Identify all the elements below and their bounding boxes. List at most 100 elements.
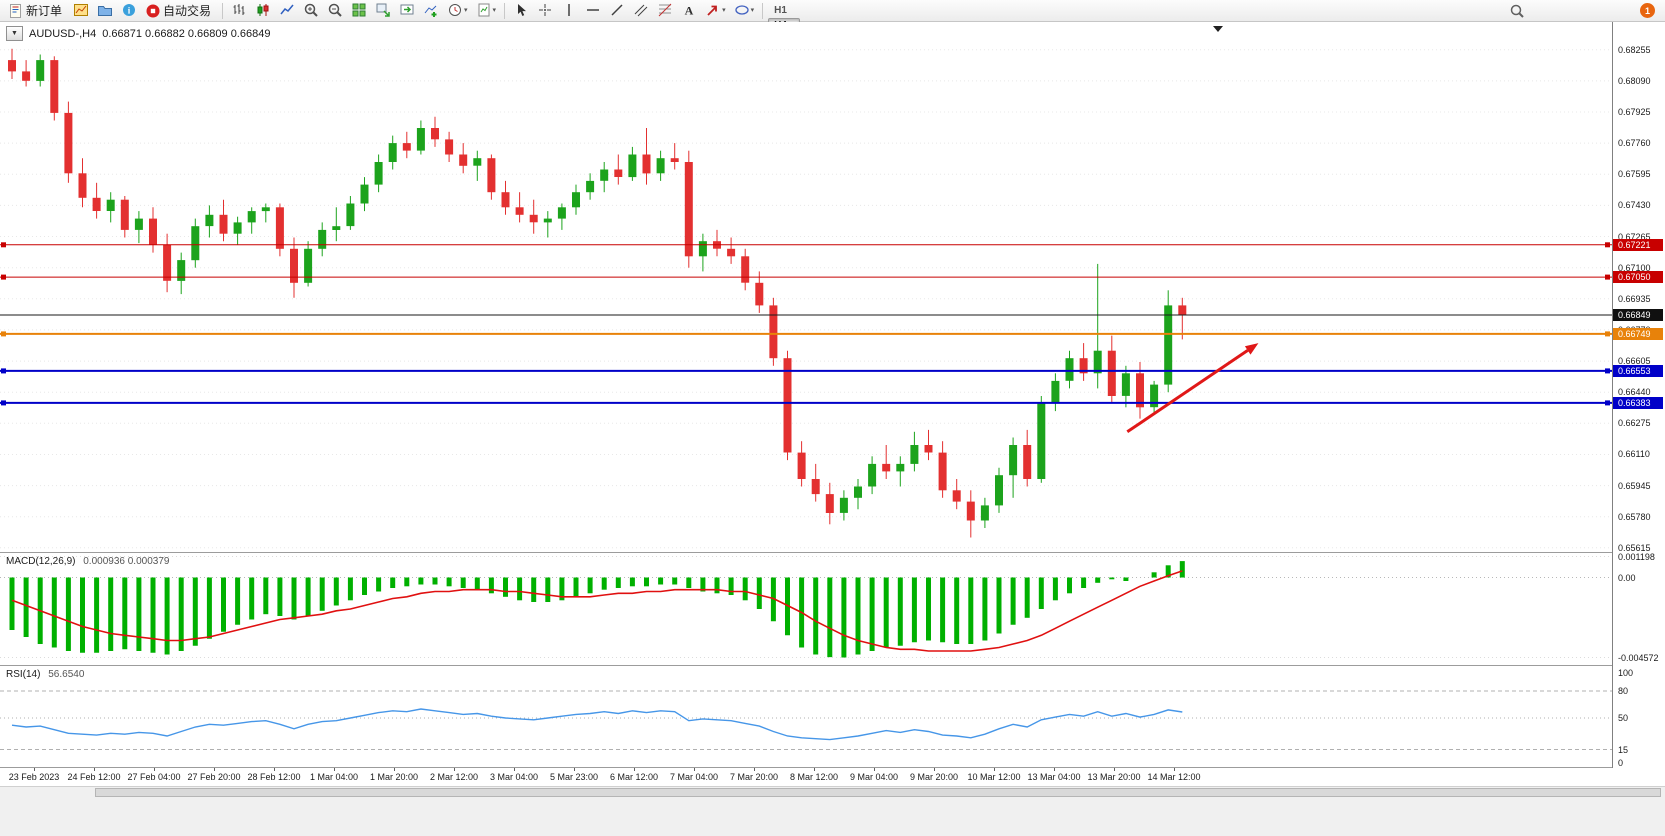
macd-axis-label: -0.004572 bbox=[1618, 653, 1659, 663]
timeframe-button-m30[interactable]: M30 bbox=[768, 0, 799, 3]
shift-end-button[interactable] bbox=[396, 0, 418, 21]
price-axis-label: 0.67430 bbox=[1618, 200, 1651, 210]
chart-window-button[interactable] bbox=[70, 0, 92, 21]
auto-trading-icon bbox=[145, 3, 161, 19]
macd-name: MACD(12,26,9) bbox=[6, 556, 76, 567]
time-axis-tick bbox=[814, 768, 815, 771]
zoom-out-icon bbox=[327, 2, 343, 18]
text-button[interactable]: A bbox=[678, 0, 700, 21]
templates-button[interactable]: ▾ bbox=[473, 0, 500, 21]
tile-windows-button[interactable] bbox=[348, 0, 370, 21]
vertical-line-button[interactable] bbox=[558, 0, 580, 21]
macd-signal-line bbox=[11, 570, 1183, 652]
info-button[interactable]: i bbox=[118, 0, 140, 21]
periods-icon bbox=[447, 2, 463, 18]
support-line-066749[interactable] bbox=[0, 331, 1612, 337]
fibonacci-button[interactable] bbox=[654, 0, 676, 21]
cursor-button[interactable] bbox=[510, 0, 532, 21]
timeframe-button-h1[interactable]: H1 bbox=[774, 5, 787, 16]
toolbar-separator bbox=[504, 2, 506, 19]
info-icon: i bbox=[121, 2, 137, 18]
macd-panel[interactable] bbox=[0, 553, 1612, 665]
zoom-out-button[interactable] bbox=[324, 0, 346, 21]
resistance-line-067221[interactable] bbox=[0, 242, 1612, 248]
time-axis-tick bbox=[334, 768, 335, 771]
notification-count: 1 bbox=[1644, 5, 1650, 16]
bottom-filler bbox=[0, 798, 1665, 836]
dropdown-caret-icon: ▾ bbox=[750, 6, 755, 14]
price-line-label-0.66383: 0.66383 bbox=[1613, 397, 1663, 409]
panel-separator[interactable] bbox=[0, 552, 1665, 553]
channel-button[interactable] bbox=[630, 0, 652, 21]
resistance-line-067050[interactable] bbox=[0, 274, 1612, 280]
auto-trading-button[interactable]: 自动交易 bbox=[142, 0, 217, 22]
panel-separator[interactable] bbox=[0, 665, 1665, 666]
price-axis-label: 0.65945 bbox=[1618, 481, 1651, 491]
support-line-066383[interactable] bbox=[0, 400, 1612, 406]
indicators-icon bbox=[423, 2, 439, 18]
chart-symbol-period: AUDUSD-,H4 bbox=[29, 27, 97, 40]
crosshair-icon bbox=[537, 2, 553, 18]
new-order-label: 新订单 bbox=[26, 4, 63, 18]
price-axis-label: 0.66935 bbox=[1618, 294, 1651, 304]
arrange-windows-button[interactable] bbox=[372, 0, 394, 21]
main-chart-canvas[interactable] bbox=[0, 22, 1612, 552]
scrollbar-thumb[interactable] bbox=[95, 788, 1661, 797]
chart-window-icon bbox=[73, 2, 89, 18]
periods-button[interactable]: ▾ bbox=[444, 0, 471, 21]
new-order-icon bbox=[8, 3, 24, 19]
new-order-button[interactable]: 新订单 bbox=[5, 0, 68, 22]
price-axis-label: 0.65615 bbox=[1618, 543, 1651, 553]
chart-ohlc-values: 0.66871 0.66882 0.66809 0.66849 bbox=[102, 27, 271, 40]
panel-separator bbox=[0, 767, 1665, 768]
time-axis-label: 8 Mar 12:00 bbox=[789, 772, 839, 782]
search-button[interactable] bbox=[1506, 0, 1528, 22]
horizontal-line-button[interactable] bbox=[582, 0, 604, 21]
time-axis-tick bbox=[1174, 768, 1175, 771]
time-axis-label: 5 Mar 23:00 bbox=[549, 772, 599, 782]
time-axis-tick bbox=[934, 768, 935, 771]
candlestick-chart-button[interactable] bbox=[252, 0, 274, 21]
chart-shift-marker[interactable] bbox=[1213, 26, 1223, 32]
symbol-dropdown-button[interactable]: ▼ bbox=[6, 26, 23, 41]
line-chart-button[interactable] bbox=[276, 0, 298, 21]
arrange-windows-icon bbox=[375, 2, 391, 18]
tile-windows-icon bbox=[351, 2, 367, 18]
rsi-name: RSI(14) bbox=[6, 669, 41, 680]
search-icon bbox=[1509, 3, 1525, 19]
profiles-button[interactable] bbox=[94, 0, 116, 21]
main-chart-area[interactable] bbox=[0, 22, 1612, 552]
time-axis-tick bbox=[574, 768, 575, 771]
rsi-panel[interactable] bbox=[0, 666, 1612, 767]
time-axis-tick bbox=[874, 768, 875, 771]
trend-arrow[interactable] bbox=[1126, 343, 1259, 434]
time-axis-tick bbox=[94, 768, 95, 771]
dropdown-caret-icon: ▾ bbox=[722, 6, 726, 14]
auto-trading-label: 自动交易 bbox=[163, 4, 212, 18]
vertical-line-icon bbox=[561, 2, 577, 18]
support-line-066553[interactable] bbox=[0, 368, 1612, 374]
time-axis-tick bbox=[274, 768, 275, 771]
rsi-canvas[interactable] bbox=[0, 666, 1612, 767]
time-axis-label: 7 Mar 20:00 bbox=[729, 772, 779, 782]
time-axis-label: 1 Mar 04:00 bbox=[309, 772, 359, 782]
time-axis-tick bbox=[214, 768, 215, 771]
notification-badge[interactable]: 1 bbox=[1640, 3, 1655, 18]
bar-chart-button[interactable] bbox=[228, 0, 250, 21]
time-axis-tick bbox=[154, 768, 155, 771]
macd-canvas[interactable] bbox=[0, 553, 1612, 665]
arrows-button[interactable]: ▾ bbox=[702, 0, 729, 21]
indicators-button[interactable] bbox=[420, 0, 442, 21]
price-axis-label: 0.67595 bbox=[1618, 169, 1651, 179]
chart-window: ▼ AUDUSD-,H4 0.66871 0.66882 0.66809 0.6… bbox=[0, 22, 1665, 836]
zoom-in-button[interactable] bbox=[300, 0, 322, 21]
trendline-button[interactable] bbox=[606, 0, 628, 21]
crosshair-button[interactable] bbox=[534, 0, 556, 21]
time-axis-label: 28 Feb 12:00 bbox=[247, 772, 301, 782]
toolbar-separator bbox=[222, 2, 224, 19]
bar-chart-icon bbox=[231, 2, 247, 18]
price-line-label-0.67050: 0.67050 bbox=[1613, 271, 1663, 283]
horizontal-scrollbar[interactable] bbox=[0, 786, 1665, 798]
time-axis-label: 3 Mar 04:00 bbox=[489, 772, 539, 782]
shapes-button[interactable]: ▾ bbox=[731, 0, 758, 21]
